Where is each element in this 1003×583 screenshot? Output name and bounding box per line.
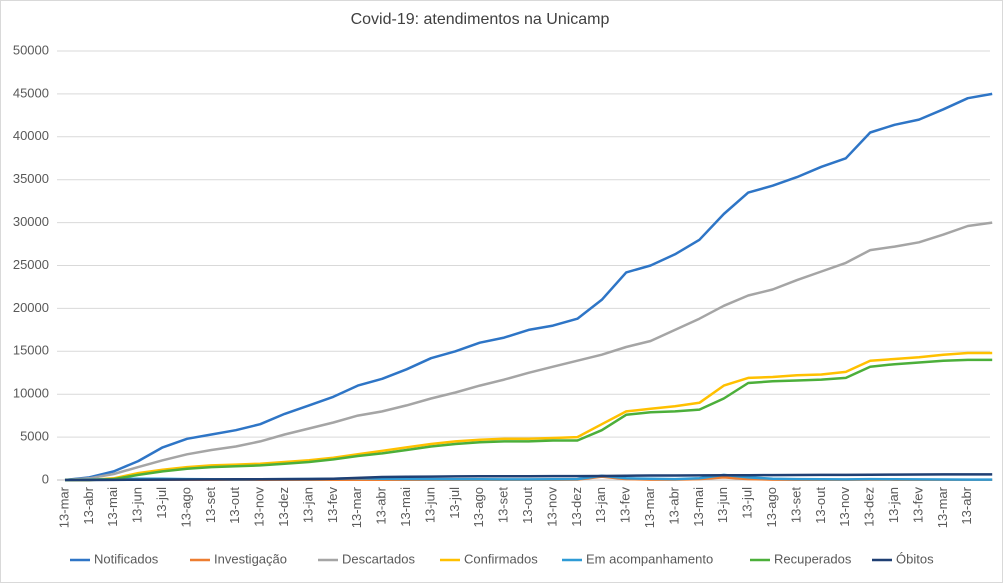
legend-label: Em acompanhamento [586,551,713,566]
x-tick-label: 13-mar [56,486,71,528]
x-tick-label: 13-mar [642,486,657,528]
x-tick-label: 13-out [520,487,535,524]
legend-label: Notificados [94,551,159,566]
x-tick-label: 13-jun [422,487,437,523]
x-tick-label: 13-set [203,487,218,524]
legend-label: Recuperados [774,551,852,566]
series-line [65,351,993,482]
x-tick-label: 13-out [227,487,242,524]
chart-title: Covid-19: atendimentos na Unicamp [351,11,610,28]
x-tick-label: 13-mai [398,487,413,527]
x-tick-label: 13-set [788,487,803,524]
x-tick-label: 13-mar [349,486,364,528]
legend-label: Investigação [214,551,287,566]
series-line [65,473,993,482]
y-tick-label: 15000 [13,343,49,358]
y-tick-label: 5000 [20,429,49,444]
x-tick-label: 13-mai [105,487,120,527]
x-tick-label: 13-fev [325,487,340,524]
x-tick-label: 13-abr [81,486,96,524]
y-tick-label: 50000 [13,42,49,57]
x-tick-label: 13-ago [764,487,779,527]
x-tick-label: 13-nov [544,487,559,527]
series-line [64,221,993,482]
x-tick-label: 13-abr [374,486,389,524]
x-tick-label: 13-jan [593,487,608,523]
x-tick-label: 13-fev [618,487,633,524]
x-tick-label: 13-dez [569,487,584,527]
y-tick-label: 35000 [13,171,49,186]
x-tick-label: 13-abr [959,486,974,524]
series-line [65,358,993,482]
x-tick-label: 13-mai [691,487,706,527]
x-tick-label: 13-mar [935,486,950,528]
x-tick-label: 13-ago [471,487,486,527]
x-tick-label: 13-dez [862,487,877,527]
y-tick-label: 45000 [13,85,49,100]
x-tick-label: 13-set [496,487,511,524]
x-tick-label: 13-out [813,487,828,524]
x-tick-label: 13-ago [178,487,193,527]
y-tick-label: 25000 [13,257,49,272]
series-line [64,92,993,482]
legend-label: Óbitos [896,551,934,566]
x-tick-label: 13-fev [910,487,925,524]
y-tick-label: 20000 [13,300,49,315]
x-tick-label: 13-jun [715,487,730,523]
y-tick-label: 40000 [13,128,49,143]
y-tick-label: 0 [42,471,49,486]
legend-label: Descartados [342,551,415,566]
y-tick-label: 10000 [13,386,49,401]
x-tick-label: 13-jul [740,487,755,519]
x-tick-label: 13-nov [837,487,852,527]
x-tick-label: 13-nov [252,487,267,527]
x-tick-label: 13-jan [886,487,901,523]
x-tick-label: 13-abr [666,486,681,524]
x-tick-label: 13-dez [276,487,291,527]
x-tick-label: 13-jun [130,487,145,523]
x-tick-label: 13-jan [300,487,315,523]
x-tick-label: 13-jul [447,487,462,519]
legend-label: Confirmados [464,551,538,566]
y-tick-label: 30000 [13,214,49,229]
x-tick-label: 13-jul [154,487,169,519]
